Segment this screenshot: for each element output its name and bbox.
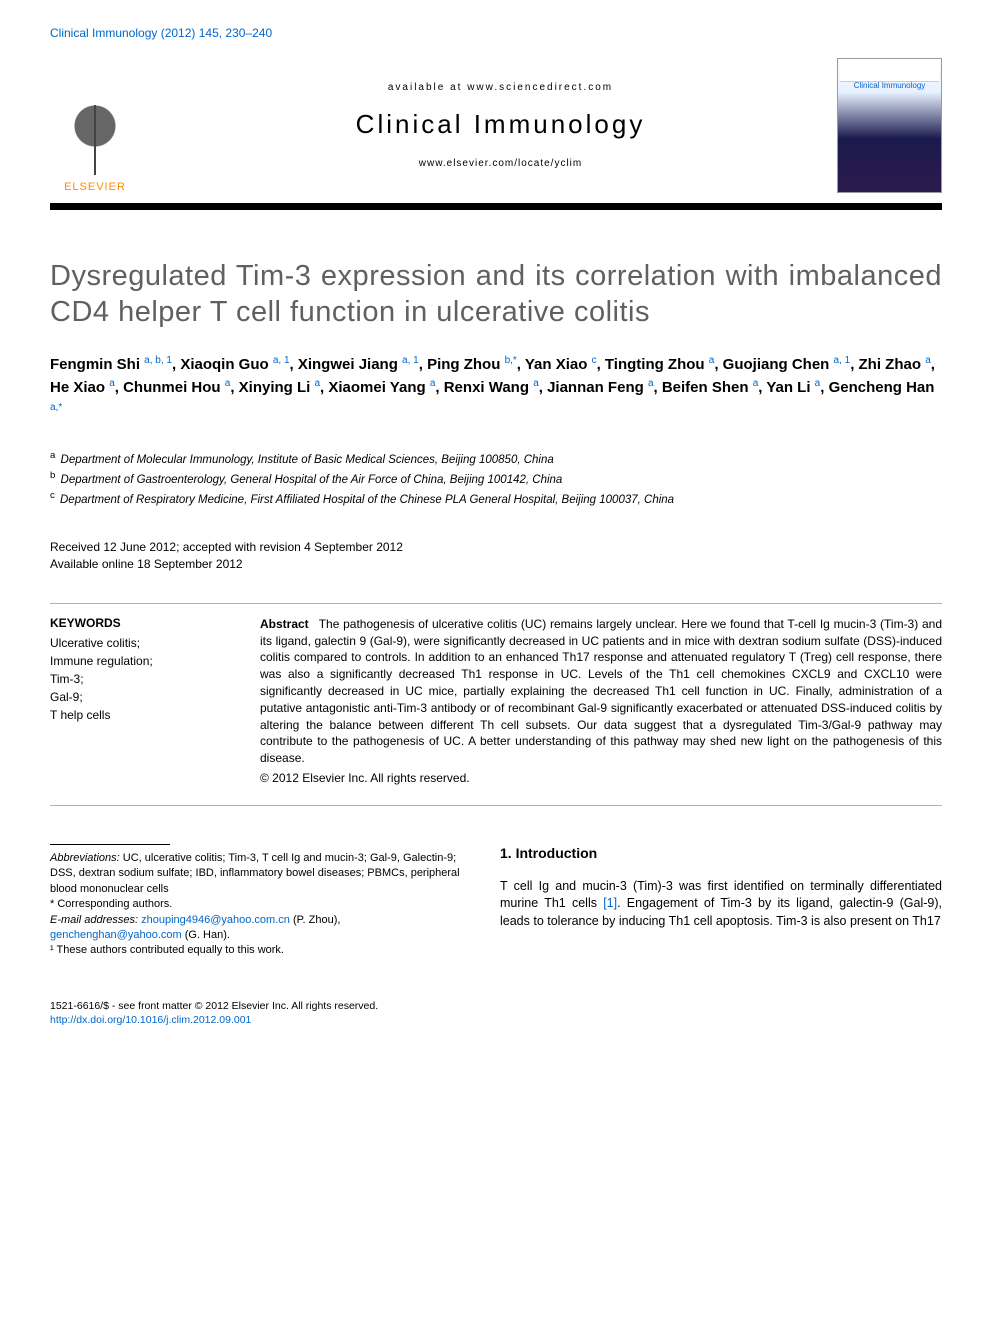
journal-name: Clinical Immunology <box>356 109 646 140</box>
publisher-logo: ELSEVIER <box>50 58 140 193</box>
keyword-item: Immune regulation; <box>50 652 220 670</box>
received-date: Received 12 June 2012; accepted with rev… <box>50 539 942 556</box>
keywords-list: Ulcerative colitis;Immune regulation;Tim… <box>50 634 220 724</box>
section-heading-introduction: 1. Introduction <box>500 844 942 864</box>
email-link-1[interactable]: zhouping4946@yahoo.com.cn <box>141 914 290 926</box>
introduction-column: 1. Introduction T cell Ig and mucin-3 (T… <box>500 844 942 959</box>
affiliation-list: a Department of Molecular Immunology, In… <box>50 449 942 509</box>
running-head: Clinical Immunology (2012) 145, 230–240 <box>50 26 942 40</box>
keyword-item: Gal-9; <box>50 688 220 706</box>
email-who-2: (G. Han). <box>185 929 230 941</box>
divider <box>50 805 942 806</box>
abstract-text: AbstractThe pathogenesis of ulcerative c… <box>260 616 942 767</box>
corresponding-footnote: * Corresponding authors. <box>50 897 460 912</box>
email-who-1: (P. Zhou), <box>293 914 341 926</box>
email-label: E-mail addresses: <box>50 914 138 926</box>
footer-row: Abbreviations: UC, ulcerative colitis; T… <box>50 844 942 959</box>
email-footnote: E-mail addresses: zhouping4946@yahoo.com… <box>50 913 460 928</box>
keyword-item: T help cells <box>50 706 220 724</box>
journal-url[interactable]: www.elsevier.com/locate/yclim <box>419 158 582 169</box>
abbreviations-footnote: Abbreviations: UC, ulcerative colitis; T… <box>50 851 460 897</box>
footnote-rule <box>50 844 170 845</box>
affiliation-item: b Department of Gastroenterology, Genera… <box>50 469 942 489</box>
introduction-text: T cell Ig and mucin-3 (Tim)-3 was first … <box>500 878 942 931</box>
citation-link[interactable]: [1] <box>603 896 617 910</box>
cover-title-text: Clinical Immunology <box>842 81 937 90</box>
abbreviations-label: Abbreviations: <box>50 852 120 864</box>
keywords-box: KEYWORDS Ulcerative colitis;Immune regul… <box>50 616 220 785</box>
masthead: ELSEVIER available at www.sciencedirect.… <box>50 58 942 210</box>
journal-cover-thumbnail: Clinical Immunology <box>837 58 942 193</box>
bottom-meta: 1521-6616/$ - see front matter © 2012 El… <box>50 999 942 1028</box>
affiliation-item: a Department of Molecular Immunology, In… <box>50 449 942 469</box>
doi-link[interactable]: http://dx.doi.org/10.1016/j.clim.2012.09… <box>50 1014 251 1026</box>
email-link-2[interactable]: genchenghan@yahoo.com <box>50 929 182 941</box>
front-matter-line: 1521-6616/$ - see front matter © 2012 El… <box>50 999 942 1014</box>
keywords-label: KEYWORDS <box>50 616 220 630</box>
publisher-logo-text: ELSEVIER <box>64 181 126 193</box>
divider <box>50 603 942 604</box>
abstract-body: The pathogenesis of ulcerative colitis (… <box>260 617 942 765</box>
abstract-row: KEYWORDS Ulcerative colitis;Immune regul… <box>50 616 942 785</box>
abstract-copyright: © 2012 Elsevier Inc. All rights reserved… <box>260 771 942 785</box>
footnotes-column: Abbreviations: UC, ulcerative colitis; T… <box>50 844 460 959</box>
author-list: Fengmin Shi a, b, 1, Xiaoqin Guo a, 1, X… <box>50 353 942 424</box>
online-date: Available online 18 September 2012 <box>50 556 942 573</box>
abstract-label: Abstract <box>260 617 309 631</box>
keyword-item: Tim-3; <box>50 670 220 688</box>
available-at-text: available at www.sciencedirect.com <box>388 82 613 93</box>
affiliation-item: c Department of Respiratory Medicine, Fi… <box>50 489 942 509</box>
equal-contrib-footnote: ¹ These authors contributed equally to t… <box>50 943 460 958</box>
abstract-box: AbstractThe pathogenesis of ulcerative c… <box>260 616 942 785</box>
masthead-center: available at www.sciencedirect.com Clini… <box>164 58 837 193</box>
article-title: Dysregulated Tim-3 expression and its co… <box>50 258 942 331</box>
article-dates: Received 12 June 2012; accepted with rev… <box>50 539 942 573</box>
keyword-item: Ulcerative colitis; <box>50 634 220 652</box>
email-footnote-2: genchenghan@yahoo.com (G. Han). <box>50 928 460 943</box>
elsevier-tree-icon <box>60 105 130 175</box>
